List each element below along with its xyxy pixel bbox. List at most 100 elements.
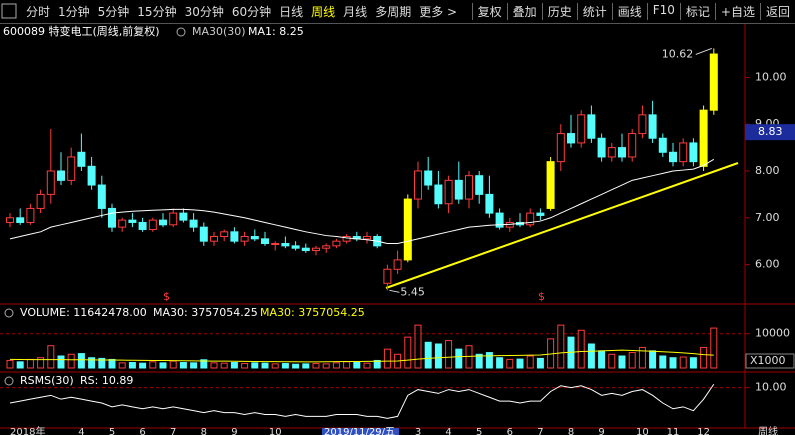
volume-bar	[322, 363, 330, 369]
volume-bar	[608, 353, 616, 369]
x-tick-label: 6	[139, 427, 145, 435]
candle-body	[709, 53, 718, 111]
tool-button[interactable]: 叠加	[506, 3, 542, 20]
volume-bar	[108, 358, 116, 369]
candle-body	[179, 212, 188, 221]
candle-body	[271, 243, 280, 246]
candle-body	[220, 231, 229, 237]
period-tab[interactable]: 5分钟	[97, 5, 130, 19]
x-tick-label: 11	[667, 427, 680, 435]
candle-body	[36, 193, 45, 209]
volume-bar	[281, 363, 289, 369]
volume-bar	[455, 348, 463, 369]
volume-bar	[434, 343, 442, 369]
trend-line	[385, 162, 739, 289]
volume-bar	[700, 346, 708, 369]
setting-icon[interactable]	[4, 376, 14, 386]
candle-body	[250, 236, 259, 240]
period-tab[interactable]: 月线	[343, 5, 368, 19]
rsms-value: RS: 10.89	[80, 374, 133, 387]
volume-bar	[618, 355, 626, 369]
event-marker: $	[538, 290, 545, 303]
volume-bar	[343, 361, 351, 369]
period-tab[interactable]: 周线	[311, 5, 336, 19]
setting-icon[interactable]	[4, 308, 14, 318]
volume-bar	[210, 362, 218, 369]
period-tab[interactable]: 多周期	[375, 5, 412, 19]
candle-body	[414, 170, 422, 200]
ma-line	[9, 158, 715, 245]
candle-body	[465, 175, 473, 200]
toolbar: 分时 1分钟 5分钟 15分钟 30分钟 60分钟 日线 周线 月线 多周期 更多 > 复权 叠加 历史…	[0, 0, 795, 24]
volume-title: VOLUME: 11642478.00	[20, 306, 147, 319]
y-tick-label: 7.00	[755, 211, 780, 224]
candle-body	[16, 217, 25, 223]
volume-bar	[200, 359, 208, 369]
period-tab[interactable]: 1分钟	[58, 5, 90, 19]
volume-bar	[179, 362, 187, 369]
candle-body	[169, 212, 178, 226]
ma-line	[9, 349, 714, 363]
cursor-label-bg	[322, 428, 399, 435]
x-tick-label: 2018年	[10, 425, 45, 435]
candle-body	[261, 238, 269, 245]
candle-body	[291, 245, 300, 249]
volume-bar	[190, 362, 198, 369]
candle-body	[536, 212, 545, 216]
period-tab[interactable]: 60分钟	[231, 5, 272, 19]
volume-bar	[271, 363, 279, 369]
setting-icon[interactable]	[176, 27, 186, 37]
period-tab[interactable]: 分时	[26, 5, 51, 19]
x-tick-label: 4	[78, 427, 84, 435]
tool-button[interactable]: F10	[646, 3, 680, 20]
volume-bar	[169, 360, 177, 369]
volume-bar	[383, 348, 391, 369]
candle-body	[403, 198, 412, 261]
volume-bar	[577, 329, 585, 369]
volume-bar	[598, 350, 606, 369]
volume-bar	[332, 362, 340, 369]
tool-button[interactable]: 标记	[679, 3, 715, 20]
volume-bar	[16, 361, 24, 369]
candle-body	[648, 114, 657, 139]
period-tab[interactable]: 更多 >	[419, 5, 458, 19]
candle-body	[679, 142, 688, 163]
candle-body	[434, 184, 443, 205]
candle-body	[546, 161, 555, 209]
tool-button[interactable]: 统计	[576, 3, 612, 20]
period-tab[interactable]: 30分钟	[184, 5, 224, 19]
candle-body	[210, 236, 218, 242]
volume-bar	[128, 362, 136, 369]
volume-bar	[261, 362, 269, 369]
tool-button[interactable]: 返回	[759, 3, 795, 20]
volume-ma: MA30: 3757054.25	[260, 306, 365, 319]
ma-value: MA1: 8.25	[248, 25, 304, 38]
volume-bar	[536, 357, 544, 369]
period-tabs: 分时 1分钟 5分钟 15分钟 30分钟 60分钟 日线 周线 月线 多周期 更多 >	[0, 3, 472, 20]
menu-icon[interactable]	[1, 3, 17, 19]
candle-body	[669, 151, 677, 163]
candle-body	[118, 219, 127, 228]
candle-body	[689, 142, 698, 163]
period-tab[interactable]: 15分钟	[137, 5, 177, 19]
candle-body	[342, 236, 351, 242]
candle-body	[148, 219, 157, 230]
tool-button[interactable]: 历史	[541, 3, 577, 20]
volume-bar	[139, 362, 147, 369]
candle-body	[587, 114, 596, 139]
x-tick-label: 10	[269, 427, 282, 435]
x-tick-label: 3	[415, 427, 421, 435]
candle-body	[77, 151, 86, 167]
volume-bar	[159, 362, 167, 369]
tool-button[interactable]: +自选	[714, 3, 760, 20]
x-tick-label: 8	[201, 427, 207, 435]
tool-button[interactable]: 复权	[471, 3, 507, 20]
tool-button[interactable]: 画线	[611, 3, 647, 20]
volume-bar	[47, 345, 55, 369]
period-tab[interactable]: 日线	[279, 5, 304, 19]
candle-body	[87, 165, 96, 186]
volume-bar	[292, 363, 300, 369]
x-tick-label: 12	[697, 427, 710, 435]
candle-body	[383, 268, 392, 284]
